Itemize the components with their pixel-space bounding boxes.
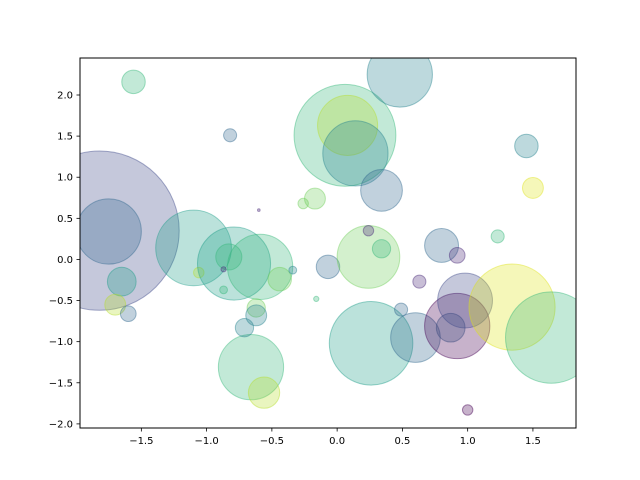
data-point-14: [217, 334, 285, 401]
data-point-10: [219, 285, 228, 295]
data-point-36: [390, 312, 441, 363]
data-point-48: [505, 291, 576, 384]
data-point-12: [223, 128, 238, 143]
y-tick-label-2: −1.0: [49, 337, 73, 348]
data-point-2: [121, 69, 146, 95]
y-axis: −2.0 −1.5 −1.0 −0.5 0.0 0.5 1.0 1.5 2.0: [49, 91, 80, 430]
y-tick-label-6: 1.0: [57, 173, 73, 184]
data-point-47: [521, 176, 544, 199]
axes-frame: [79, 57, 577, 429]
x-tick-label-2: −0.5: [260, 436, 284, 447]
data-point-21: [257, 208, 261, 212]
data-point-35: [394, 302, 409, 317]
data-point-31: [371, 239, 392, 259]
x-tick-label-1: −1.0: [194, 436, 218, 447]
y-tick-label-0: −2.0: [49, 419, 73, 430]
data-point-42: [437, 272, 493, 329]
data-point-29: [336, 225, 401, 289]
data-point-38: [424, 227, 460, 263]
data-point-19: [267, 266, 292, 292]
data-point-11: [220, 266, 227, 273]
data-point-0: [80, 150, 180, 311]
y-tick-label-5: 0.5: [57, 214, 73, 225]
y-tick-label-8: 2.0: [57, 91, 73, 102]
data-point-46: [514, 133, 539, 159]
data-point-20: [288, 265, 298, 275]
data-point-23: [304, 187, 326, 210]
x-tick-label-6: 1.5: [525, 436, 541, 447]
data-point-43: [468, 263, 556, 351]
data-point-33: [366, 58, 433, 108]
data-point-41: [424, 292, 491, 360]
data-point-17: [245, 304, 268, 327]
data-point-13: [226, 233, 294, 300]
data-point-15: [247, 376, 281, 409]
data-point-3: [106, 266, 137, 297]
bubble-layer: [80, 58, 576, 416]
data-point-16: [246, 298, 266, 318]
y-tick-label-3: −0.5: [49, 296, 73, 307]
x-tick-label-0: −1.5: [129, 436, 153, 447]
x-axis: −1.5 −1.0 −0.5 0.0 0.5 1.0 1.5: [129, 428, 541, 447]
data-point-30: [362, 224, 375, 237]
data-point-26: [293, 83, 397, 187]
data-point-22: [297, 197, 309, 210]
data-point-34: [328, 301, 414, 386]
data-point-18: [234, 318, 255, 338]
data-point-6: [155, 209, 232, 287]
data-point-39: [448, 247, 466, 264]
data-point-24: [313, 295, 320, 303]
data-point-1: [80, 198, 142, 265]
y-tick-label-4: 0.0: [57, 255, 73, 266]
x-tick-label-3: 0.0: [329, 436, 345, 447]
x-tick-label-4: 0.5: [394, 436, 410, 447]
data-point-5: [119, 305, 137, 323]
data-point-44: [461, 404, 474, 416]
y-tick-label-1: −1.5: [49, 378, 73, 389]
data-point-28: [322, 120, 389, 187]
x-tick-label-5: 1.0: [460, 436, 476, 447]
y-tick-label-7: 1.5: [57, 132, 73, 143]
plot-area: [80, 58, 576, 428]
data-point-7: [193, 266, 205, 279]
data-point-45: [490, 229, 505, 244]
data-point-25: [315, 254, 341, 280]
data-point-8: [196, 226, 272, 301]
data-point-4: [104, 293, 127, 316]
data-point-9: [215, 243, 243, 271]
data-point-37: [412, 274, 427, 289]
data-point-32: [360, 168, 403, 212]
data-point-27: [317, 94, 379, 156]
data-point-40: [435, 312, 466, 343]
